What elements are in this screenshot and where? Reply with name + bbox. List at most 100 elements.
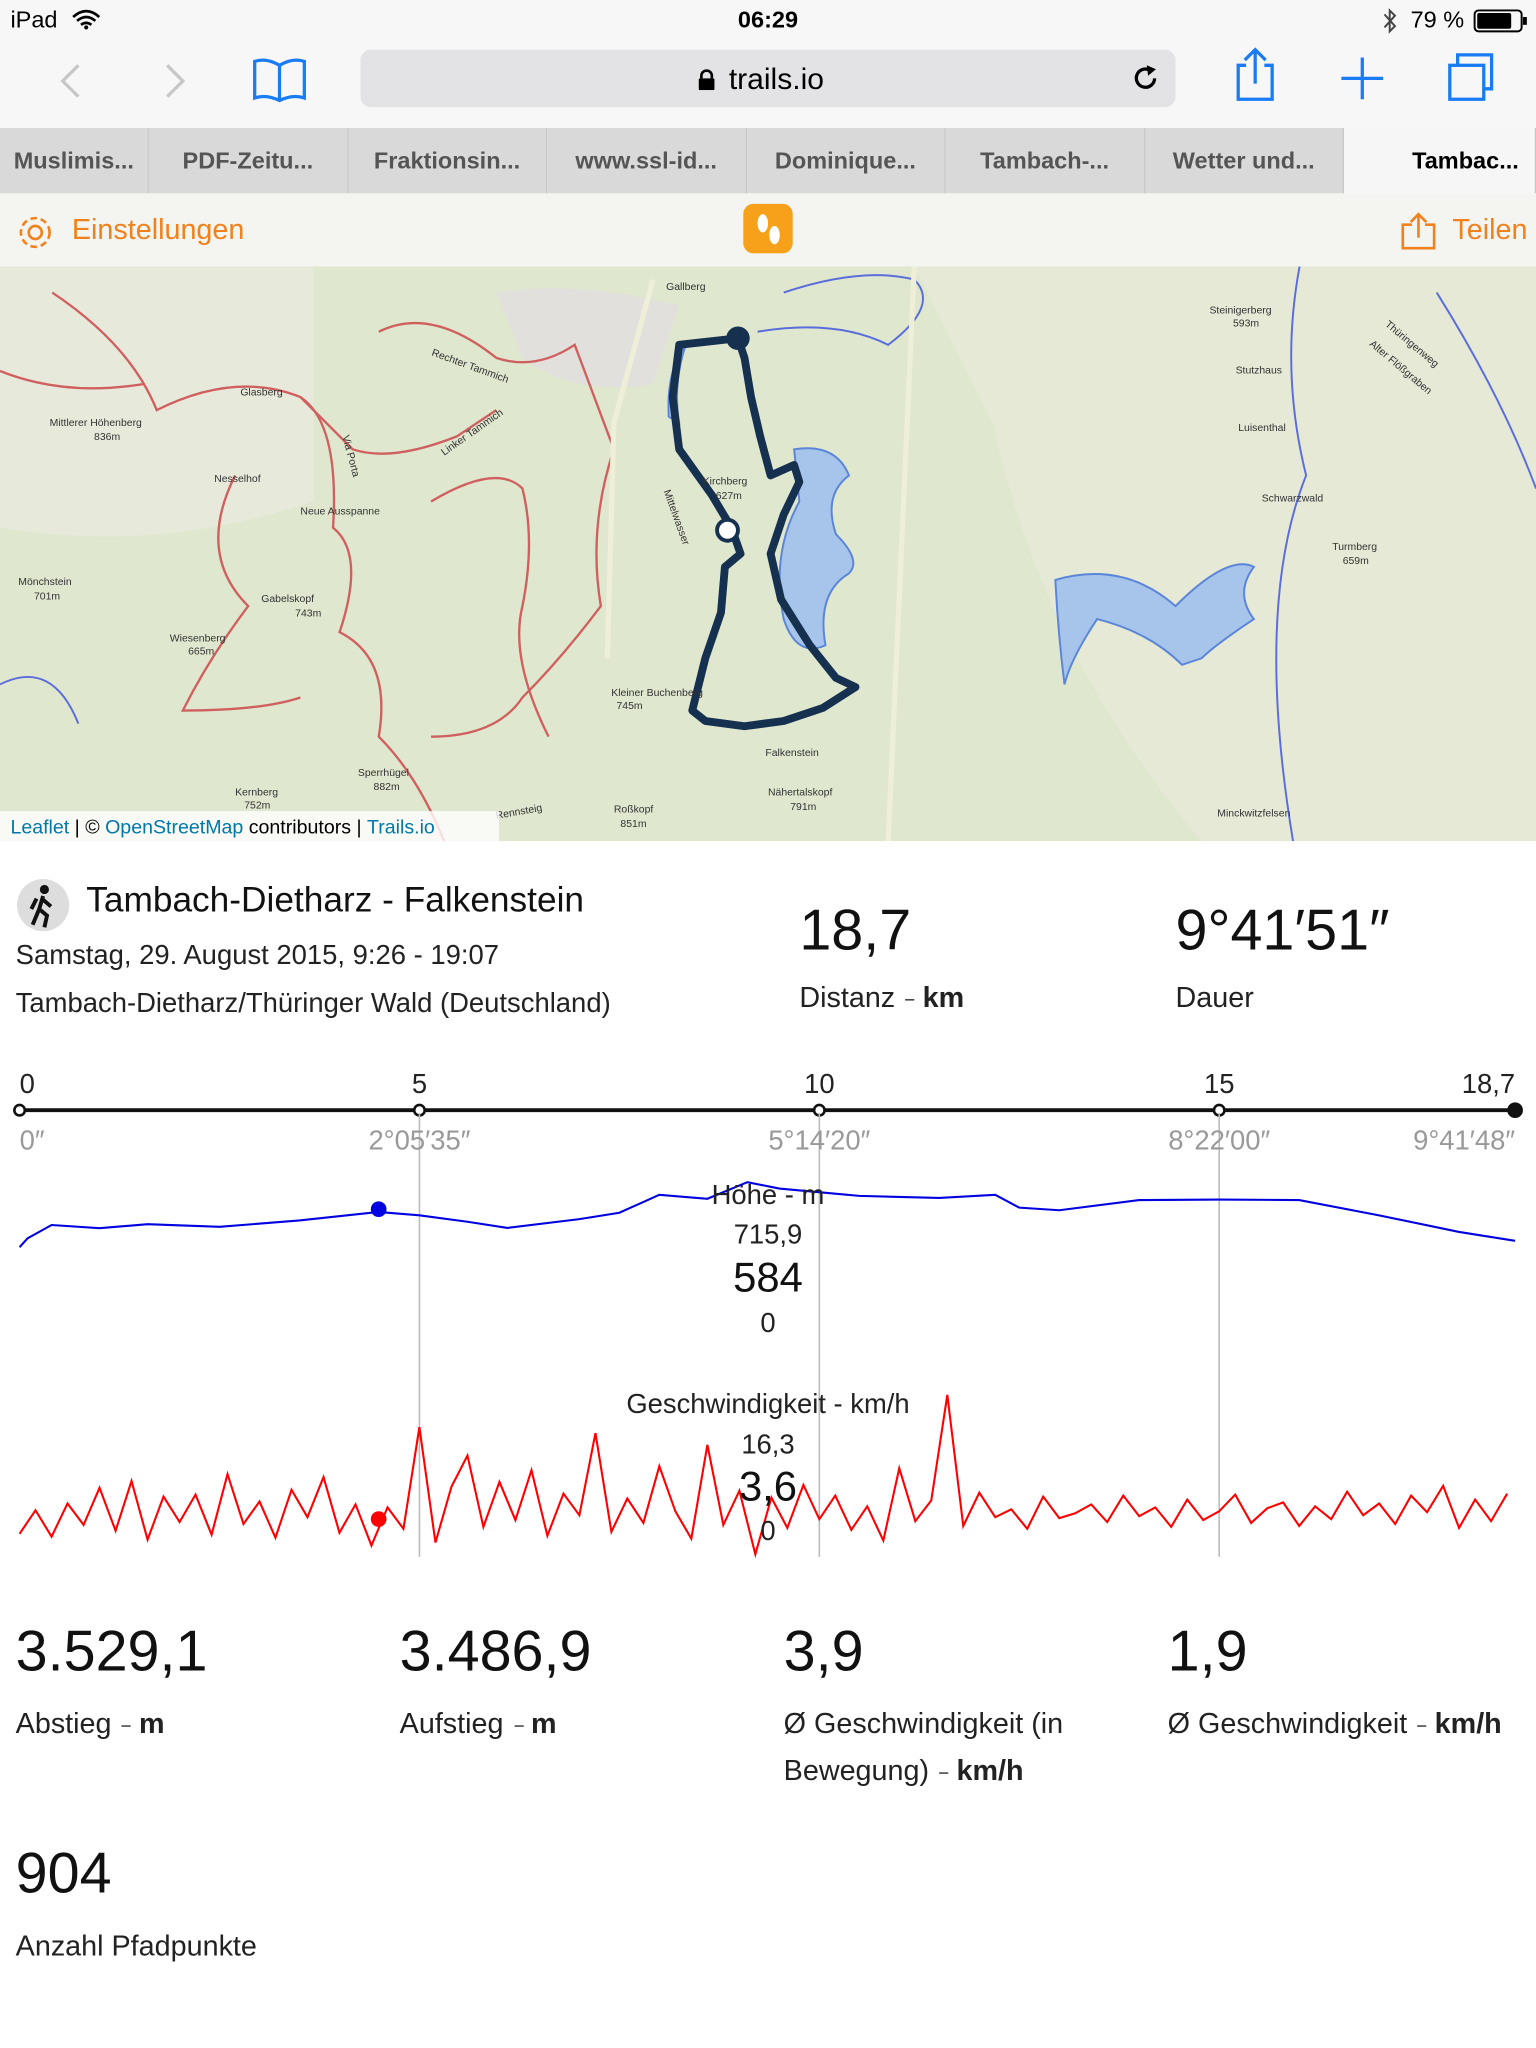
track-date: Samstag, 29. August 2015, 9:26 - 19:07 — [15, 940, 500, 971]
map-label: Mittlerer Höhenberg — [50, 418, 142, 429]
map-label: 745m — [616, 701, 642, 712]
stat-unit: km/h — [929, 1754, 1023, 1787]
browser-tab[interactable]: Fraktionsin... — [348, 127, 548, 194]
route-start — [726, 326, 750, 351]
map-label: Nähertalskopf — [768, 787, 832, 798]
tabs-button[interactable] — [1448, 53, 1494, 101]
map-label: Nesselhof — [214, 474, 261, 485]
track-location: Tambach-Dietharz/Thüringer Wald (Deutsch… — [15, 988, 611, 1019]
streams — [0, 266, 1536, 842]
x-tick — [1507, 1102, 1523, 1119]
stat-name: Dauer — [1175, 980, 1254, 1014]
stat-value: 9°41′51″ — [1175, 898, 1390, 963]
attribution-link[interactable]: OpenStreetMap — [105, 816, 243, 838]
stat-unit: km/h — [1407, 1707, 1502, 1740]
time-tick-label: 9°41′48″ — [1413, 1124, 1515, 1155]
stat-label: Anzahl Pfadpunkte — [16, 1923, 395, 1970]
attribution-text: | © — [69, 816, 105, 838]
nav-buttons — [60, 64, 186, 98]
browser-tab[interactable]: Tambac... — [1343, 127, 1536, 194]
browser-tab[interactable]: www.ssl-id... — [547, 127, 747, 194]
stat-name: Ø Geschwindigkeit — [1167, 1707, 1408, 1740]
browser-tab[interactable]: Muslimis... — [0, 127, 149, 194]
stat-unit: m — [112, 1707, 165, 1740]
stat-unit: km — [895, 981, 965, 1014]
forward-button[interactable] — [166, 64, 186, 98]
browser-tab[interactable]: Wetter und... — [1144, 127, 1344, 194]
map-label: Turmberg — [1332, 542, 1377, 553]
map-label: Kirchberg — [703, 477, 748, 488]
time-tick-label: 0″ — [20, 1124, 45, 1155]
share-button[interactable] — [1236, 47, 1274, 101]
stat-name: Aufstieg — [399, 1707, 504, 1740]
cursor-value: 584 — [733, 1254, 803, 1301]
map-label: Roßkopf — [614, 804, 654, 815]
map-label: Wiesenberg — [170, 633, 226, 644]
map-label: 851m — [620, 819, 646, 830]
y-axis-title: Geschwindigkeit - km/h — [626, 1388, 909, 1419]
stat-value: 904 — [15, 1841, 112, 1906]
stat-value: 3,9 — [783, 1619, 864, 1684]
cursor-dot — [370, 1201, 387, 1218]
profile-charts: 0 5 10 15 18,7 0″ 2°05′35″ 5°14′20″ 8°22′00″ 9°41… — [13, 1068, 1523, 1559]
stat-value: 3.529,1 — [15, 1619, 208, 1684]
new-tab-button[interactable] — [1341, 57, 1384, 100]
x-tick — [13, 1103, 27, 1117]
browser-tab[interactable]: Tambach-... — [945, 127, 1145, 194]
map-label: Schwarzwald — [1262, 494, 1324, 505]
x-tick-label: 15 — [1204, 1068, 1234, 1099]
settings-link[interactable]: Einstellungen — [71, 212, 245, 246]
reload-button[interactable] — [1131, 64, 1160, 93]
browser-tab[interactable]: Dominique... — [746, 127, 946, 194]
share-icon[interactable] — [1400, 212, 1437, 251]
y-tick-label: 0 — [760, 1515, 775, 1546]
attribution-link[interactable]: Trails.io — [367, 816, 435, 838]
map-label: 791m — [790, 802, 816, 813]
map-label: Glasberg — [240, 388, 283, 399]
attribution-text: contributors | — [243, 816, 367, 838]
stat-label: Distanz km — [799, 974, 964, 1021]
map-label: 659m — [1343, 556, 1369, 567]
address-field[interactable]: trails.io — [360, 49, 1176, 108]
summary-item: 18,7 Distanz km — [799, 899, 964, 1022]
attribution-link[interactable]: Leaflet — [10, 816, 69, 838]
track-title: Tambach-Dietharz - Falkenstein — [86, 880, 585, 920]
stat-label: Ø Geschwindigkeit (in Bewegung) km/h — [784, 1701, 1163, 1795]
bluetooth-icon — [1383, 8, 1397, 34]
profile-line — [18, 1394, 1509, 1559]
map[interactable]: Gallberg Glasberg Mittlerer Höhenberg 83… — [0, 266, 1536, 842]
browser-tab[interactable]: PDF-Zeitu... — [148, 127, 349, 194]
map-label: Minckwitzfelsen — [1217, 808, 1290, 819]
terrain — [914, 266, 1536, 842]
map-label: Kernberg — [235, 787, 278, 798]
x-tick-label: 18,7 — [1462, 1068, 1515, 1099]
lock-icon — [698, 69, 715, 91]
settings-icon[interactable] — [16, 213, 55, 252]
url: trails.io — [728, 61, 824, 96]
map-label: 836m — [94, 432, 120, 443]
stat-name: Distanz — [799, 980, 896, 1014]
profile-line — [18, 1181, 1516, 1248]
bookmarks-button[interactable] — [251, 55, 308, 105]
back-button[interactable] — [60, 64, 80, 98]
map-label: Steinigerberg — [1209, 305, 1271, 316]
cursor-dot — [370, 1511, 387, 1527]
map-label: 743m — [295, 608, 321, 619]
stat-item: 904 Anzahl Pfadpunkte — [16, 1842, 395, 1970]
y-tick-label: 16,3 — [741, 1429, 794, 1460]
battery-percent: 79 % — [1410, 6, 1465, 33]
stat-label: Ø Geschwindigkeit km/h — [1168, 1701, 1536, 1748]
map-label: Kleiner Buchenberg — [611, 688, 703, 699]
app-toolbar: Einstellungen Teilen — [0, 193, 1536, 268]
device-name: iPad — [10, 6, 58, 33]
x-tick-label: 5 — [412, 1068, 427, 1099]
map-label: Sperrhügel — [358, 768, 409, 779]
map-label: 701m — [34, 592, 60, 603]
wifi-icon — [72, 9, 101, 30]
map-label: Gallberg — [666, 282, 706, 293]
app-logo — [743, 203, 793, 254]
y-tick-label: 0 — [760, 1307, 775, 1338]
share-link[interactable]: Teilen — [1452, 212, 1528, 246]
y-tick-label: 715,9 — [734, 1218, 803, 1249]
